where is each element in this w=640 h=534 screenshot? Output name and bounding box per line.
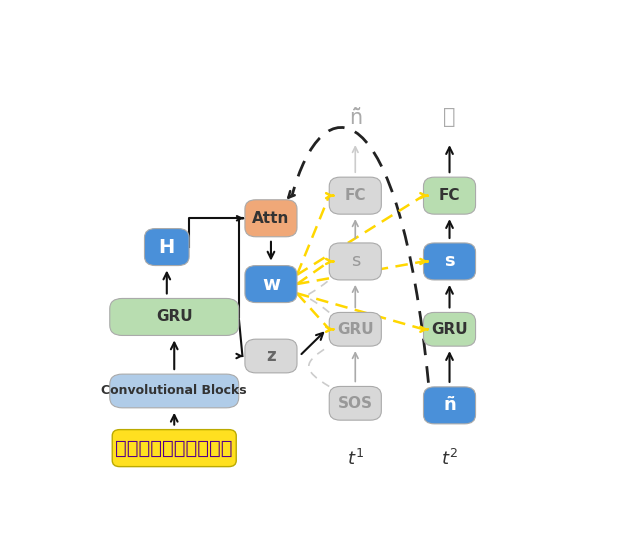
FancyBboxPatch shape <box>424 177 476 214</box>
Text: $t^2$: $t^2$ <box>441 449 458 469</box>
FancyBboxPatch shape <box>329 387 381 420</box>
Text: s: s <box>351 253 360 270</box>
Text: $t^1$: $t^1$ <box>347 449 364 469</box>
FancyBboxPatch shape <box>112 430 236 467</box>
FancyBboxPatch shape <box>329 177 381 214</box>
Text: GRU: GRU <box>156 310 193 325</box>
Text: H: H <box>159 238 175 256</box>
FancyBboxPatch shape <box>110 374 239 408</box>
Text: z: z <box>266 347 276 365</box>
Text: FC: FC <box>344 188 366 203</box>
Text: Attn: Attn <box>252 211 290 226</box>
Text: កល្យាណចម្ប: កល្យាណចម្ប <box>115 438 233 458</box>
FancyBboxPatch shape <box>245 339 297 373</box>
FancyBboxPatch shape <box>145 229 189 265</box>
FancyBboxPatch shape <box>329 243 381 280</box>
Text: FC: FC <box>439 188 460 203</box>
FancyBboxPatch shape <box>424 387 476 424</box>
FancyBboxPatch shape <box>424 312 476 346</box>
Text: w: w <box>262 274 280 294</box>
FancyBboxPatch shape <box>424 243 476 280</box>
Text: s: s <box>444 253 455 270</box>
Text: GRU: GRU <box>337 322 374 337</box>
FancyBboxPatch shape <box>110 299 239 335</box>
Text: Convolutional Blocks: Convolutional Blocks <box>101 384 247 397</box>
Text: វ: វ <box>444 108 456 127</box>
Text: SOS: SOS <box>338 396 372 411</box>
FancyBboxPatch shape <box>245 265 297 303</box>
FancyBboxPatch shape <box>329 312 381 346</box>
Text: ñ̃: ñ̃ <box>443 396 456 414</box>
Text: GRU: GRU <box>431 322 468 337</box>
FancyBboxPatch shape <box>245 200 297 237</box>
Text: ñ̃: ñ̃ <box>349 107 362 128</box>
